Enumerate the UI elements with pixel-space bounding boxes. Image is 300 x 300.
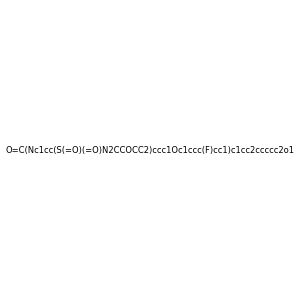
Text: O=C(Nc1cc(S(=O)(=O)N2CCOCC2)ccc1Oc1ccc(F)cc1)c1cc2ccccc2o1: O=C(Nc1cc(S(=O)(=O)N2CCOCC2)ccc1Oc1ccc(F… [5, 146, 295, 154]
